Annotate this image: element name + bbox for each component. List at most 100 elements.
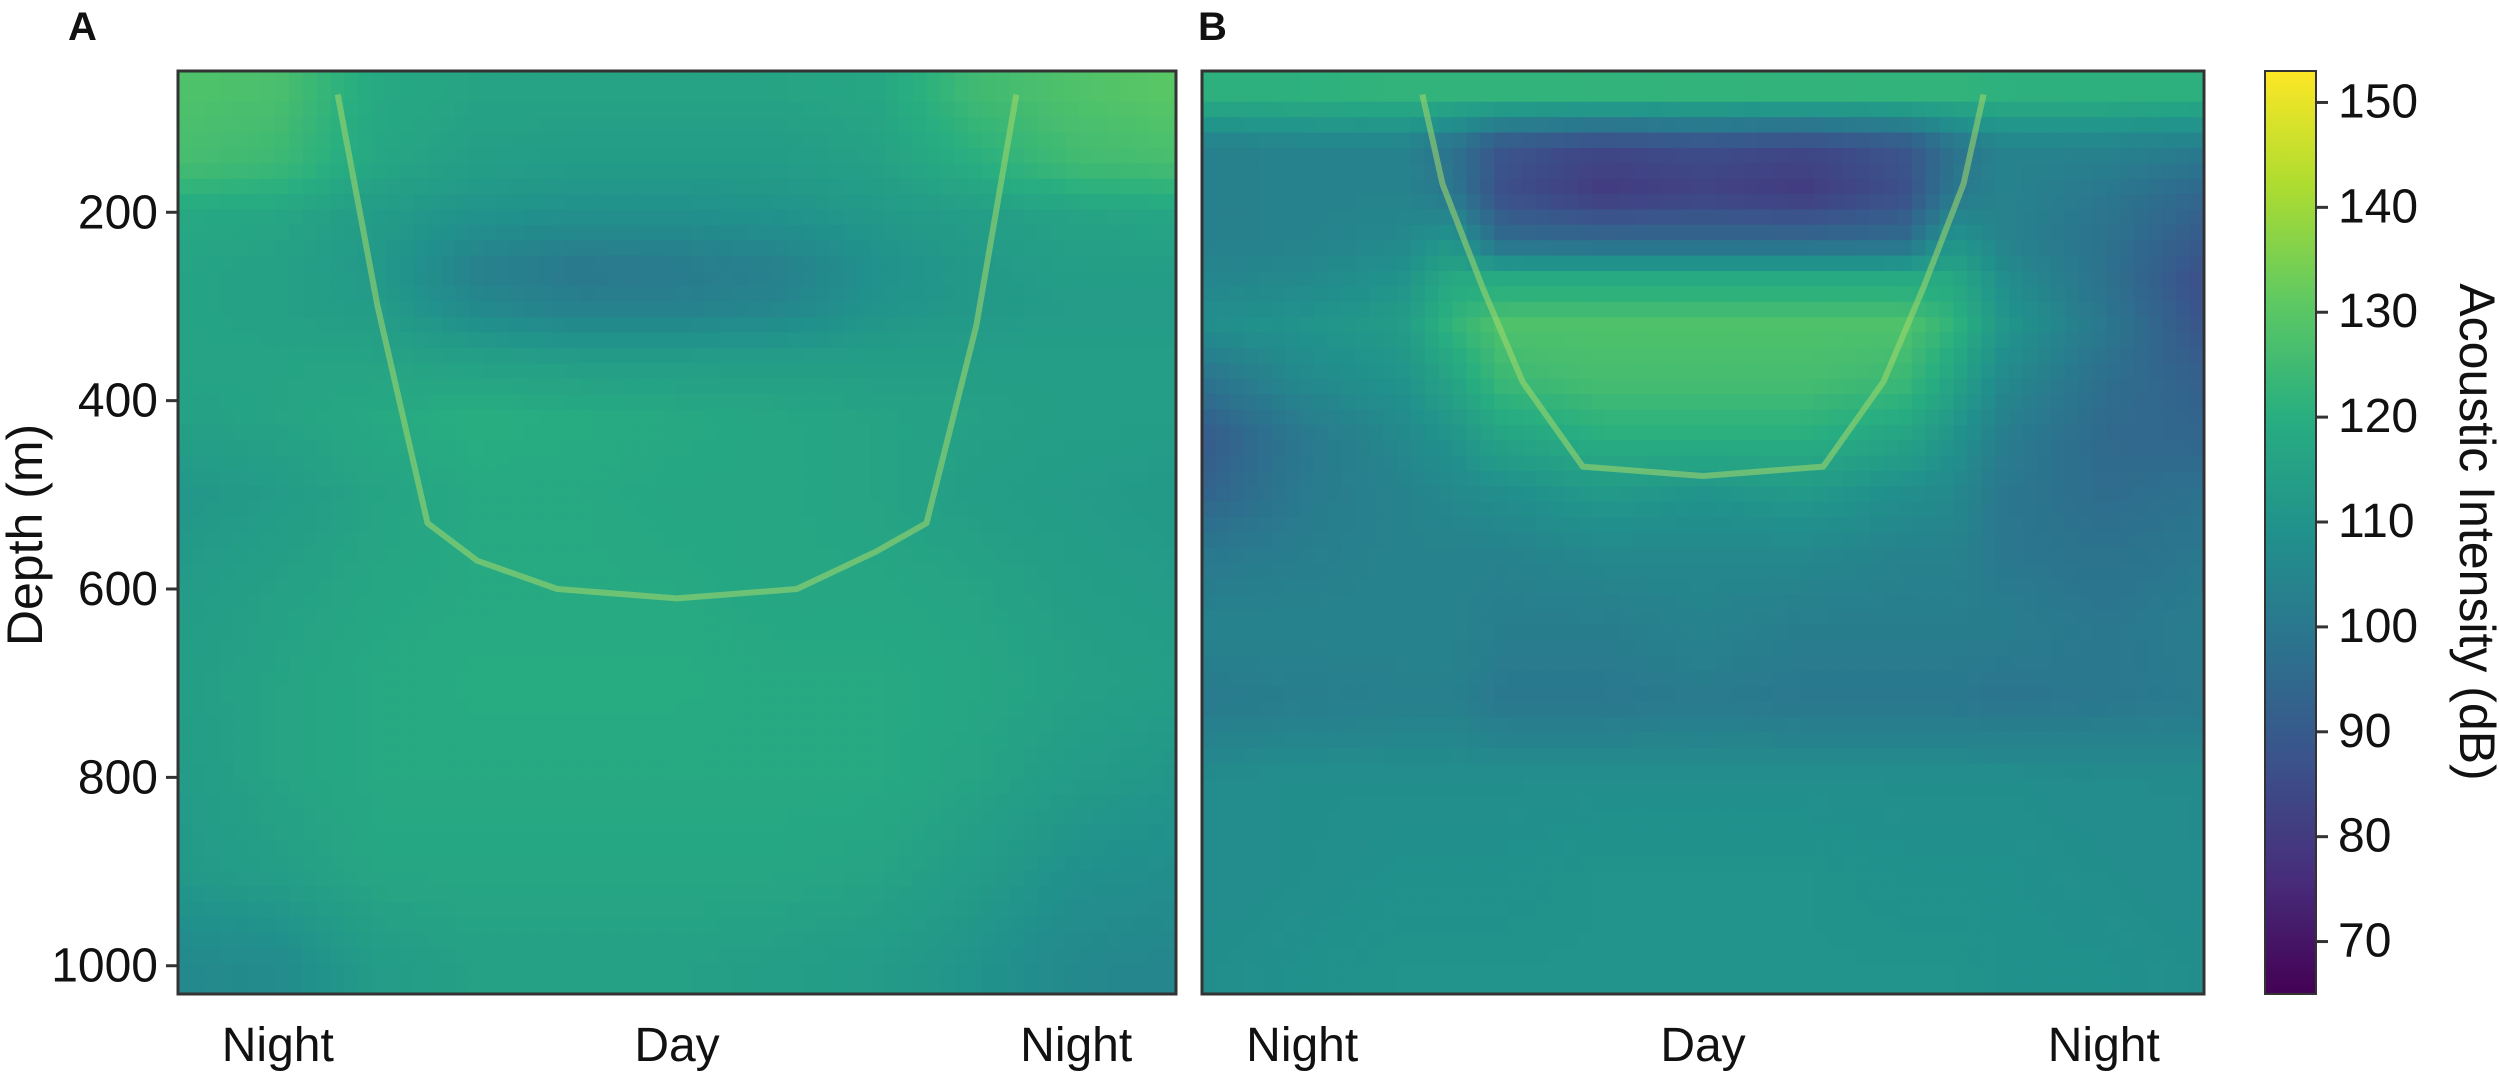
- panel-a-heatmap-cell: [178, 424, 193, 441]
- panel-a-heatmap-cell: [926, 624, 941, 641]
- panel-a-heatmap-cell: [219, 686, 235, 703]
- panel-b-heatmap-cell: [1438, 117, 1454, 134]
- panel-a-heatmap-cell: [496, 886, 512, 903]
- panel-a-heatmap-cell: [884, 132, 900, 149]
- panel-b-heatmap-cell: [1410, 194, 1426, 211]
- panel-a-heatmap-cell: [427, 178, 442, 195]
- panel-a-heatmap-cell: [469, 901, 484, 918]
- panel-a-heatmap-cell: [968, 978, 983, 995]
- panel-b-heatmap-cell: [1285, 147, 1301, 164]
- panel-a-heatmap-cell: [413, 840, 429, 857]
- panel-a-heatmap-cell: [704, 409, 720, 426]
- panel-a-heatmap-cell: [857, 855, 872, 872]
- panel-a-heatmap-cell: [427, 209, 442, 226]
- panel-a-heatmap-cell: [593, 147, 609, 164]
- panel-b-heatmap-cell: [2078, 101, 2094, 118]
- panel-a-heatmap-cell: [288, 670, 304, 687]
- panel-a-heatmap-cell: [1023, 963, 1038, 980]
- panel-b-heatmap-cell: [1828, 178, 1843, 195]
- panel-a-heatmap: [178, 71, 1177, 995]
- panel-a-heatmap-cell: [538, 194, 553, 211]
- panel-a-heatmap-cell: [732, 901, 747, 918]
- y-tick-label: 1000: [51, 940, 158, 993]
- panel-a-heatmap-cell: [372, 147, 387, 164]
- panel-a-heatmap-cell: [510, 978, 526, 995]
- panel-a-heatmap-cell: [607, 640, 623, 657]
- panel-a-heatmap-cell: [690, 424, 706, 441]
- panel-a-heatmap-cell: [524, 870, 539, 887]
- panel-a-heatmap-cell: [1162, 255, 1177, 272]
- panel-a-heatmap-cell: [455, 224, 470, 241]
- panel-a-heatmap-cell: [829, 547, 844, 564]
- panel-a-heatmap-cell: [579, 71, 595, 87]
- panel-a-heatmap-cell: [579, 963, 595, 980]
- panel-b-heatmap-cell: [1800, 71, 1815, 87]
- panel-a-heatmap-cell: [302, 178, 318, 195]
- panel-a-heatmap-cell: [344, 563, 359, 580]
- panel-a-heatmap-cell: [871, 609, 886, 626]
- panel-b-heatmap-cell: [1215, 101, 1231, 118]
- panel-a-heatmap-cell: [496, 809, 512, 826]
- panel-a-heatmap-cell: [261, 732, 276, 749]
- panel-a-heatmap-cell: [898, 609, 914, 626]
- panel-a-heatmap-cell: [815, 870, 831, 887]
- panel-a-heatmap-cell: [205, 901, 221, 918]
- panel-a-heatmap-cell: [593, 501, 609, 518]
- panel-a-heatmap-cell: [1065, 747, 1080, 764]
- panel-a-heatmap-cell: [455, 901, 470, 918]
- panel-a-heatmap-cell: [746, 163, 761, 180]
- panel-a-heatmap-cell: [302, 778, 318, 795]
- panel-b-heatmap-cell: [1925, 132, 1941, 149]
- panel-a-heatmap-cell: [1120, 840, 1136, 857]
- panel-a-heatmap-cell: [1078, 517, 1094, 534]
- panel-a-heatmap-cell: [191, 886, 207, 903]
- panel-a-heatmap-cell: [607, 347, 623, 364]
- panel-a-heatmap-cell: [857, 609, 872, 626]
- panel-a-heatmap-cell: [760, 147, 775, 164]
- panel-a-heatmap-cell: [1092, 870, 1108, 887]
- panel-b-heatmap-cell: [1452, 101, 1468, 118]
- panel-b-heatmap-cell: [1744, 163, 1760, 180]
- panel-b-heatmap-cell: [1633, 147, 1648, 164]
- panel-a-heatmap-cell: [178, 701, 193, 718]
- panel-a-heatmap-cell: [455, 578, 470, 595]
- panel-a-heatmap-cell: [330, 947, 345, 964]
- panel-a-heatmap-cell: [593, 378, 609, 395]
- panel-a-heatmap-cell: [677, 224, 692, 241]
- panel-b-heatmap-cell: [1703, 86, 1718, 103]
- panel-a-heatmap-cell: [524, 101, 539, 118]
- panel-b-heatmap-cell: [1369, 178, 1384, 195]
- panel-a-heatmap-cell: [954, 747, 969, 764]
- panel-a-heatmap-cell: [219, 809, 235, 826]
- panel-a-heatmap-cell: [441, 670, 456, 687]
- panel-a-heatmap-cell: [926, 670, 941, 687]
- panel-a-heatmap-cell: [843, 209, 858, 226]
- panel-a-heatmap-cell: [385, 855, 401, 872]
- panel-a-heatmap-cell: [385, 824, 401, 841]
- panel-a-heatmap-cell: [1065, 240, 1080, 257]
- panel-a-heatmap-cell: [607, 547, 623, 564]
- panel-a-heatmap-cell: [718, 624, 734, 641]
- panel-b-heatmap-cell: [1508, 163, 1523, 180]
- panel-a-heatmap-cell: [1134, 824, 1149, 841]
- panel-a-heatmap-cell: [358, 486, 373, 503]
- panel-a-heatmap-cell: [857, 901, 872, 918]
- panel-a-heatmap-cell: [496, 240, 512, 257]
- panel-a-heatmap-cell: [968, 732, 983, 749]
- panel-a-heatmap-cell: [455, 286, 470, 303]
- panel-a-heatmap-cell: [1148, 224, 1163, 241]
- panel-a-heatmap-cell: [191, 317, 207, 334]
- panel-a-heatmap-cell: [524, 378, 539, 395]
- panel-a-heatmap-cell: [746, 655, 761, 672]
- panel-a-heatmap-cell: [1162, 317, 1177, 334]
- panel-a-heatmap-cell: [815, 609, 831, 626]
- panel-a-heatmap-cell: [1148, 932, 1163, 949]
- panel-a-heatmap-cell: [469, 286, 484, 303]
- panel-a-heatmap-cell: [912, 763, 928, 780]
- panel-b-heatmap-cell: [1911, 163, 1927, 180]
- panel-a-heatmap-cell: [1134, 270, 1149, 287]
- panel-a-heatmap-cell: [344, 578, 359, 595]
- panel-a-heatmap-cell: [275, 347, 290, 364]
- panel-a-heatmap-cell: [261, 424, 276, 441]
- panel-a-heatmap-cell: [649, 917, 664, 934]
